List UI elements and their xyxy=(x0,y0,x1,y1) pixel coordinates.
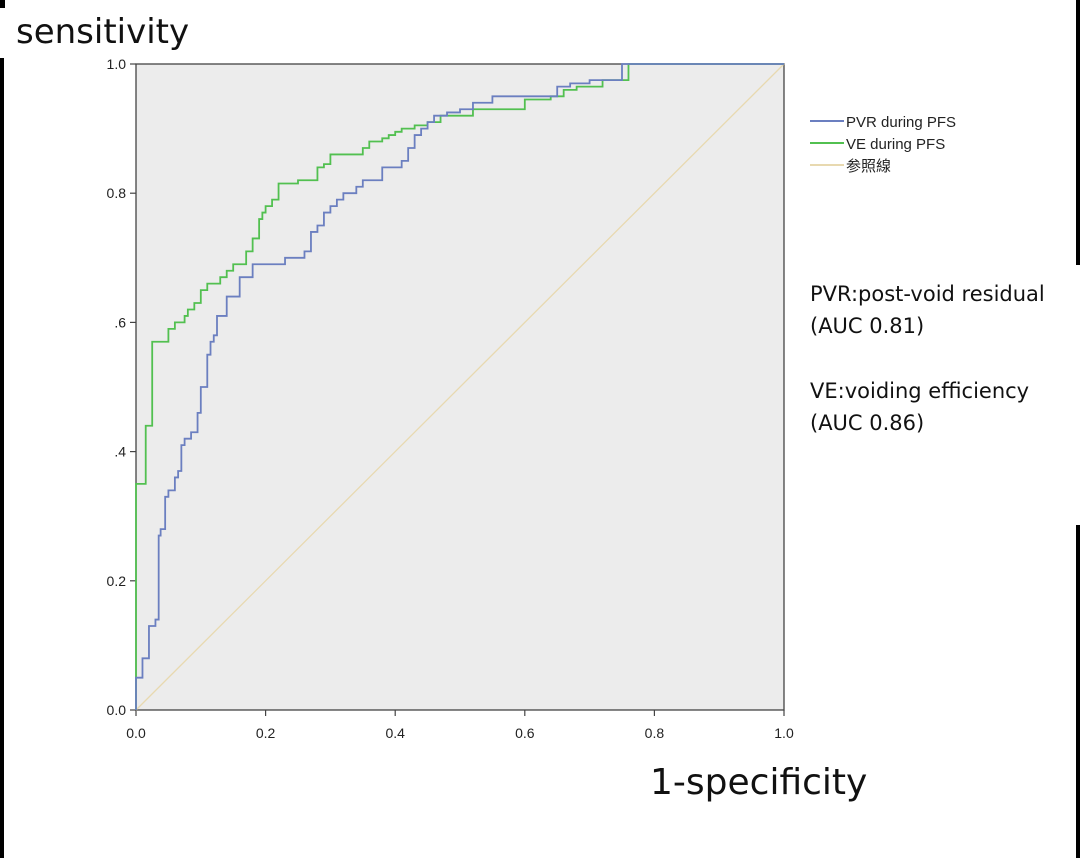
x-tick-label: 0.0 xyxy=(126,725,146,741)
y-axis-title: sensitivity xyxy=(16,12,190,52)
series-line-reference xyxy=(135,63,785,711)
edge-mark xyxy=(0,0,5,8)
edge-mark xyxy=(1076,0,1080,265)
annotation-ve-auc: (AUC 0.86) xyxy=(810,411,925,435)
annotation-pvr-auc: (AUC 0.81) xyxy=(810,314,925,338)
x-tick-label: 1.0 xyxy=(774,725,794,741)
legend-label: VE during PFS xyxy=(846,136,945,153)
x-tick-label: 0.2 xyxy=(256,725,276,741)
legend-item: 参照線 xyxy=(810,158,891,175)
annotation-ve-line1: VE:voiding efficiency xyxy=(810,379,1030,403)
annotation-pvr-line1: PVR:post-void residual xyxy=(810,282,1045,306)
y-tick-label: 0.0 xyxy=(107,702,127,718)
x-axis-title: 1-specificity xyxy=(650,762,868,803)
edge-mark xyxy=(0,58,4,858)
edge-mark xyxy=(1076,525,1080,858)
legend-item: VE during PFS xyxy=(810,136,945,153)
x-tick-label: 0.6 xyxy=(515,725,535,741)
y-tick-label: 0.2 xyxy=(107,573,127,589)
annotation-pvr: PVR:post-void residual (AUC 0.81) xyxy=(810,278,1045,342)
y-tick-label: .6 xyxy=(114,314,126,330)
y-tick-label: 0.8 xyxy=(107,185,127,201)
series-line-pvr xyxy=(135,63,784,710)
legend-label: 参照線 xyxy=(846,158,891,175)
legend-label: PVR during PFS xyxy=(846,114,956,131)
series-line-ve xyxy=(135,63,784,710)
y-tick-label: 1.0 xyxy=(107,56,127,72)
legend-item: PVR during PFS xyxy=(810,114,956,131)
y-tick-label: .4 xyxy=(114,444,126,460)
x-tick-label: 0.8 xyxy=(645,725,665,741)
annotation-ve: VE:voiding efficiency (AUC 0.86) xyxy=(810,375,1029,439)
x-tick-label: 0.4 xyxy=(385,725,405,741)
